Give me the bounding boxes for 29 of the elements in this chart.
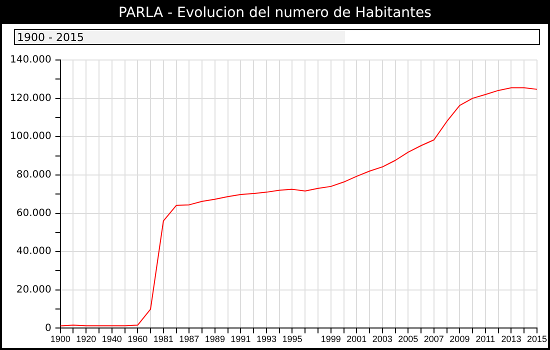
x-tick-label: 2013 xyxy=(501,334,522,344)
y-tick-label: 120.000 xyxy=(10,92,52,104)
x-tick-label: 2009 xyxy=(450,334,470,344)
x-tick-label: 2011 xyxy=(476,334,496,344)
y-tick-label: 20.000 xyxy=(16,284,52,296)
x-tick-label: 1987 xyxy=(179,334,200,344)
period-field: 1900 - 2015 xyxy=(14,29,540,45)
x-tick-label: 1940 xyxy=(102,334,122,344)
chart-title: PARLA - Evolucion del numero de Habitantes xyxy=(2,2,548,24)
x-tick-label: 2001 xyxy=(346,334,367,344)
x-tick-label: 1993 xyxy=(256,334,276,344)
y-tick-label: 100.000 xyxy=(10,131,52,142)
y-tick-label: 80.000 xyxy=(16,170,52,181)
x-tick-label: 1999 xyxy=(320,334,341,344)
x-tick-label: 1989 xyxy=(204,334,225,344)
x-tick-label: 2003 xyxy=(372,334,392,344)
x-tick-label: 1960 xyxy=(128,334,148,344)
y-tick-label: 140.000 xyxy=(10,54,52,66)
x-tick-label: 2005 xyxy=(398,334,418,344)
x-tick-label: 1920 xyxy=(76,334,96,344)
x-tick-label: 1981 xyxy=(153,334,174,344)
x-tick-label: 2015 xyxy=(526,334,548,344)
x-tick-label: 2007 xyxy=(424,334,444,344)
x-tick-label: 1991 xyxy=(230,334,251,344)
x-tick-label: 1995 xyxy=(282,334,302,344)
x-tick-label: 1900 xyxy=(50,334,70,344)
y-tick-label: 0 xyxy=(44,322,52,334)
y-tick-label: 40.000 xyxy=(16,246,52,258)
y-tick-label: 60.000 xyxy=(16,208,52,219)
